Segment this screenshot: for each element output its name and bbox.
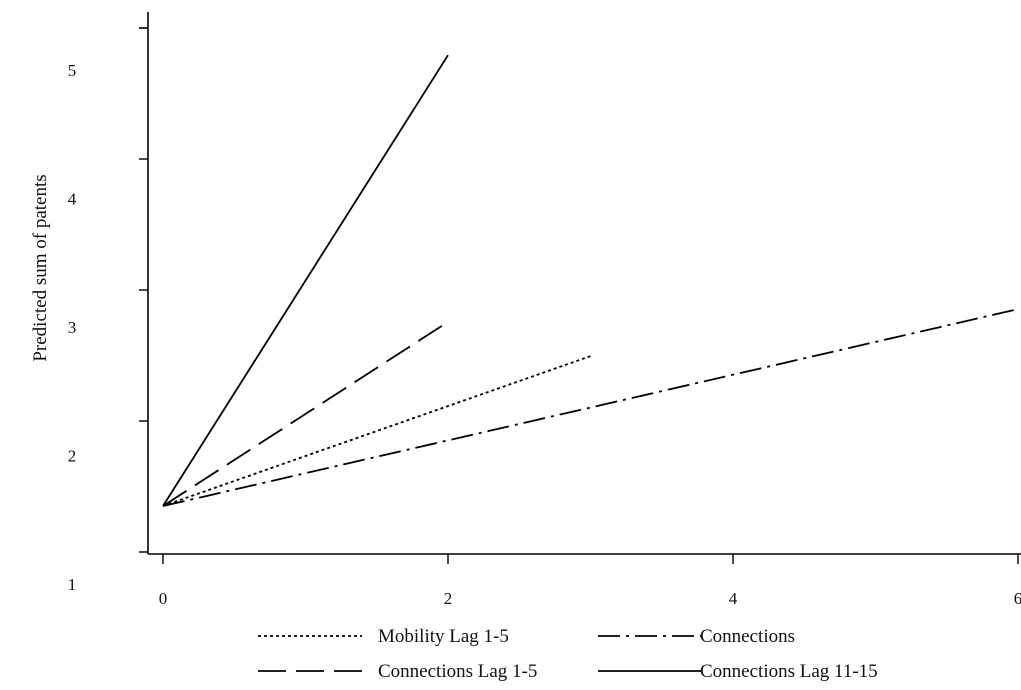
legend-label: Connections — [700, 626, 795, 647]
y-axis-title: Predicted sum of patents — [30, 174, 51, 361]
series-line-2 — [162, 308, 1019, 507]
y-axis-ticks: 1 2 3 4 5 — [68, 27, 148, 594]
series-lines — [162, 54, 1019, 507]
y-tick-label: 1 — [68, 575, 77, 594]
y-tick-label: 4 — [68, 190, 77, 209]
x-axis-ticks: 0 2 4 6 — [159, 554, 1021, 608]
legend-label: Connections Lag 11-15 — [700, 661, 878, 682]
y-tick-label: 3 — [68, 318, 77, 337]
y-tick-label: 2 — [68, 447, 77, 466]
x-tick-label: 0 — [159, 589, 168, 608]
legend: Mobility Lag 1-5 Connections Connections L… — [258, 626, 878, 682]
axes — [147, 12, 1021, 555]
y-tick-label: 5 — [68, 61, 77, 80]
x-tick-label: 2 — [444, 589, 453, 608]
x-tick-label: 6 — [1014, 589, 1021, 608]
series-line-3 — [162, 321, 449, 507]
series-line-1 — [162, 355, 591, 507]
series-line-4 — [162, 54, 449, 507]
legend-label: Connections Lag 1-5 — [378, 661, 537, 682]
legend-label: Mobility Lag 1-5 — [378, 626, 509, 647]
x-tick-label: 4 — [729, 589, 738, 608]
